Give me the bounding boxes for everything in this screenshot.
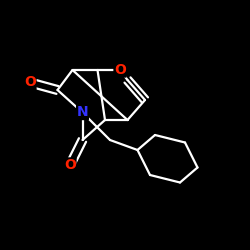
Text: N: N bbox=[77, 106, 88, 120]
Text: O: O bbox=[64, 158, 76, 172]
Text: O: O bbox=[24, 76, 36, 90]
Text: O: O bbox=[114, 63, 126, 77]
